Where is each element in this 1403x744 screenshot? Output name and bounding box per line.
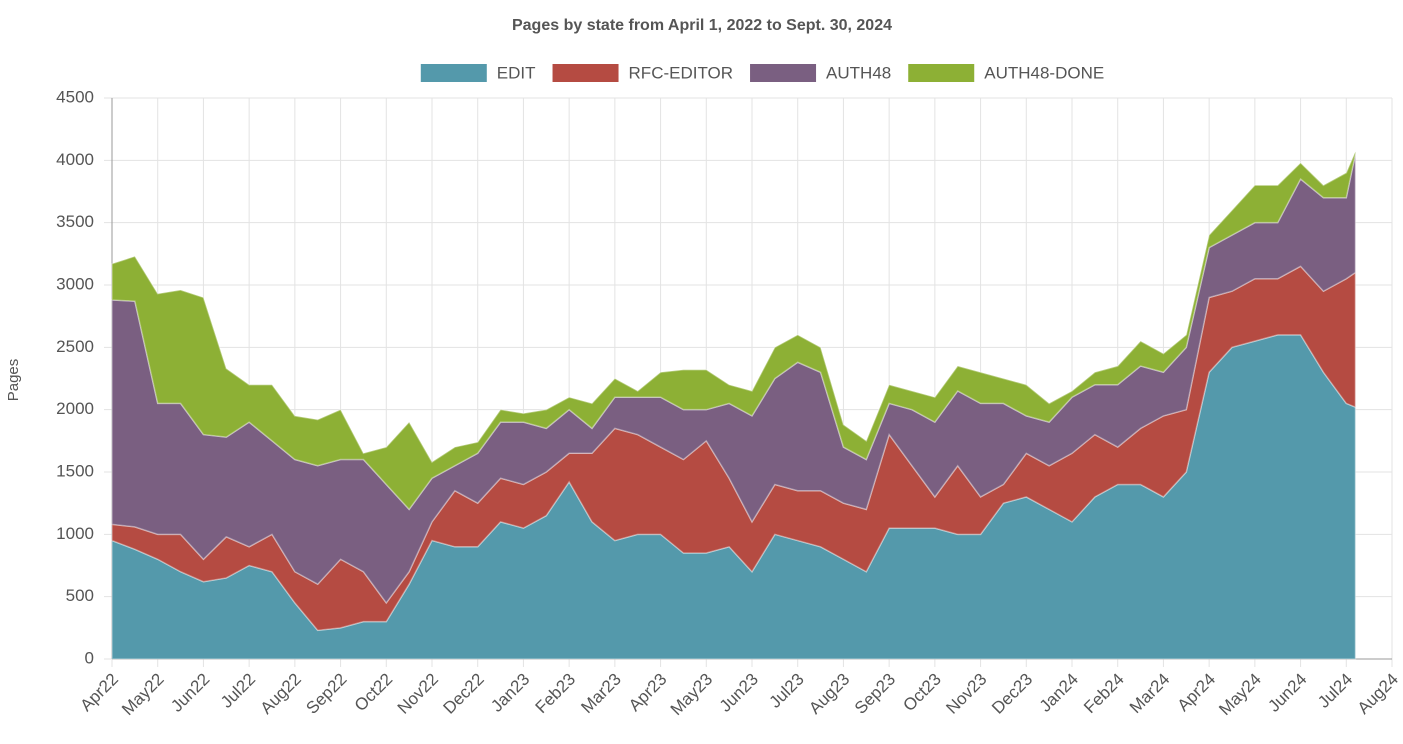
x-tick-label: Jan23 [487, 670, 533, 716]
x-tick-label: Sep22 [302, 670, 350, 718]
x-tick-label: Jul24 [1314, 670, 1356, 712]
y-tick-label: 3000 [56, 274, 94, 293]
y-tick-label: 2500 [56, 337, 94, 356]
x-tick-label: Feb23 [532, 670, 580, 718]
x-tick-label: Sep23 [851, 670, 899, 718]
x-tick-label: Apr23 [625, 670, 671, 716]
x-tick-label: Nov22 [394, 670, 442, 718]
x-tick-label: Dec23 [988, 670, 1036, 718]
x-tick-label: Jun22 [167, 670, 213, 716]
x-tick-label: Jan24 [1036, 670, 1082, 716]
legend-label: AUTH48 [826, 63, 891, 82]
x-tick-label: Aug24 [1354, 670, 1402, 718]
y-tick-label: 3500 [56, 212, 94, 231]
x-tick-label: Mar23 [577, 670, 625, 718]
x-tick-label: May22 [118, 670, 168, 720]
x-tick-label: Feb24 [1080, 670, 1128, 718]
legend-swatch [418, 62, 489, 84]
legend-label: AUTH48-DONE [984, 63, 1104, 82]
x-tick-label: Dec22 [440, 670, 488, 718]
area [111, 265, 1357, 632]
x-tick-label: May24 [1215, 670, 1265, 720]
x-tick-label: May23 [667, 670, 717, 720]
x-tick-label: Jun24 [1264, 670, 1310, 716]
x-tick-label: Oct23 [899, 670, 945, 716]
x-tick-label: Oct22 [351, 670, 397, 716]
y-tick-label: 4000 [56, 150, 94, 169]
x-tick-label: Aug23 [805, 670, 853, 718]
y-tick-label: 0 [85, 648, 94, 667]
x-tick-label: Jul22 [217, 670, 259, 712]
legend-label: EDIT [497, 63, 536, 82]
y-tick-label: 500 [66, 586, 94, 605]
y-axis-label: Pages [5, 359, 22, 402]
area [111, 153, 1357, 605]
y-tick-label: 1000 [56, 524, 94, 543]
x-tick-label: Nov23 [942, 670, 990, 718]
y-tick-label: 1500 [56, 461, 94, 480]
y-tick-label: 2000 [56, 399, 94, 418]
x-tick-label: Aug22 [257, 670, 305, 718]
legend: EDIT RFC-EDITOR AUTH48 AUTH48-DONE [418, 62, 1104, 84]
legend-swatch [906, 62, 977, 84]
x-tick-label: Jul23 [766, 670, 808, 712]
x-tick-label: Apr22 [76, 670, 122, 716]
legend-label: RFC-EDITOR [629, 63, 734, 82]
y-tick-label: 4500 [56, 87, 94, 106]
chart-title: Pages by state from April 1, 2022 to Sep… [512, 17, 892, 34]
x-tick-label: Jun23 [716, 670, 762, 716]
legend-swatch [550, 62, 621, 84]
area [111, 151, 1357, 511]
legend-swatch [748, 62, 819, 84]
x-tick-label: Mar24 [1126, 670, 1174, 718]
x-tick-label: Apr24 [1174, 670, 1220, 716]
